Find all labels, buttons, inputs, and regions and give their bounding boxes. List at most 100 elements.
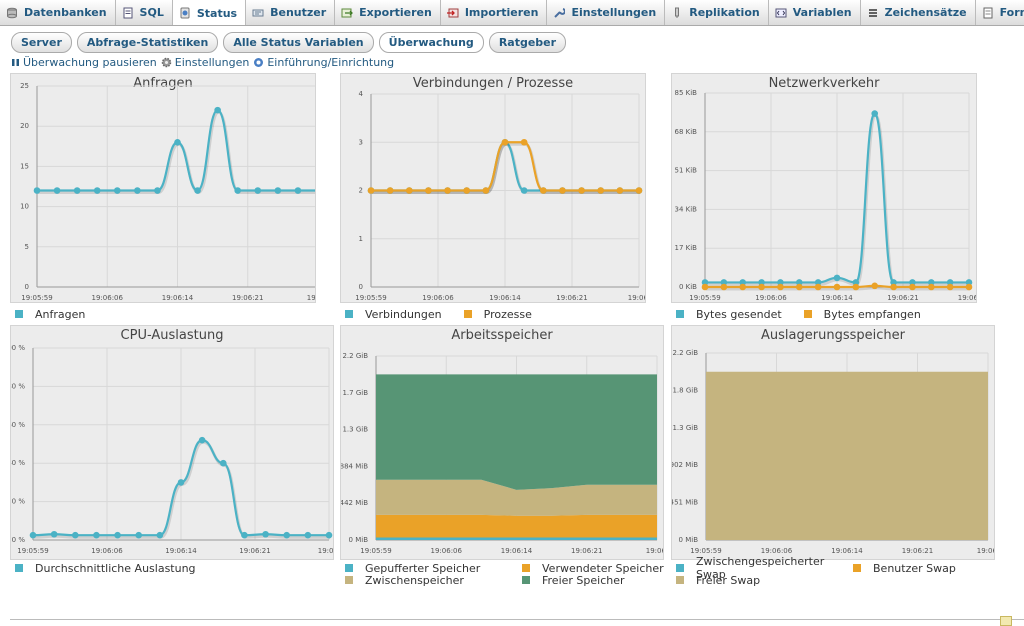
legend-item[interactable]: Gepufferter Speicher — [345, 562, 500, 575]
data-point[interactable] — [777, 279, 784, 286]
data-point[interactable] — [927, 279, 935, 286]
data-point[interactable] — [114, 531, 121, 539]
data-point[interactable] — [198, 436, 206, 444]
data-point[interactable] — [405, 187, 413, 194]
subtab-abfrage-statistiken[interactable]: Abfrage-Statistiken — [76, 32, 219, 53]
data-point[interactable] — [156, 531, 164, 539]
help-icon[interactable] — [253, 57, 264, 68]
data-point[interactable] — [93, 531, 100, 539]
data-point[interactable] — [890, 283, 897, 291]
data-point[interactable] — [739, 283, 747, 291]
intro-setup-link[interactable]: Einführung/Einrichtung — [267, 56, 395, 69]
data-point[interactable] — [795, 283, 803, 291]
data-point[interactable] — [520, 187, 528, 194]
data-point[interactable] — [946, 283, 954, 291]
settings-link[interactable]: Einstellungen — [174, 56, 250, 69]
legend-item[interactable]: Bytes empfangen — [803, 308, 921, 321]
tab-benutzer[interactable]: Benutzer — [246, 0, 336, 25]
data-point[interactable] — [833, 283, 841, 291]
data-point[interactable] — [294, 187, 302, 194]
data-point[interactable] — [758, 279, 765, 286]
pause-monitoring-link[interactable]: Überwachung pausieren — [23, 56, 157, 69]
data-point[interactable] — [946, 279, 954, 286]
data-point[interactable] — [304, 531, 312, 539]
data-point[interactable] — [852, 279, 860, 286]
data-point[interactable] — [219, 459, 227, 467]
tab-datenbanken[interactable]: Datenbanken — [0, 0, 116, 25]
data-point[interactable] — [425, 187, 432, 194]
data-point[interactable] — [113, 187, 121, 194]
legend-item[interactable]: Prozesse — [463, 308, 532, 321]
data-point[interactable] — [262, 530, 269, 538]
data-point[interactable] — [814, 283, 822, 291]
tab-replikation[interactable]: Replikation — [665, 0, 769, 25]
data-point[interactable] — [73, 187, 81, 194]
tab-zeichensätze[interactable]: Zeichensätze — [861, 0, 976, 25]
gear-icon[interactable] — [161, 57, 172, 68]
subtab-alle-status-variablen[interactable]: Alle Status Variablen — [223, 32, 374, 53]
tab-importieren[interactable]: Importieren — [441, 0, 548, 25]
data-point[interactable] — [214, 106, 221, 114]
data-point[interactable] — [871, 110, 879, 117]
data-point[interactable] — [71, 531, 79, 539]
data-point[interactable] — [909, 283, 916, 291]
data-point[interactable] — [965, 283, 973, 291]
data-point[interactable] — [463, 187, 471, 194]
tab-einstellungen[interactable]: Einstellungen — [547, 0, 666, 25]
data-point[interactable] — [154, 187, 161, 194]
data-point[interactable] — [833, 274, 841, 282]
console-icon[interactable] — [1000, 616, 1012, 626]
tab-variablen[interactable]: Variablen — [769, 0, 861, 25]
data-point[interactable] — [758, 283, 765, 291]
legend-item[interactable]: Freier Speicher — [522, 574, 625, 587]
data-point[interactable] — [597, 187, 605, 194]
data-point[interactable] — [50, 530, 58, 538]
data-point[interactable] — [795, 279, 803, 286]
tab-exportieren[interactable]: Exportieren — [335, 0, 441, 25]
legend-item[interactable]: Zwischengespeicherter Swap — [676, 555, 831, 581]
subtab-server[interactable]: Server — [11, 32, 72, 53]
pause-icon[interactable] — [11, 58, 20, 67]
data-point[interactable] — [520, 138, 528, 146]
data-point[interactable] — [720, 279, 728, 286]
legend-item[interactable]: Bytes gesendet — [676, 308, 782, 321]
data-point[interactable] — [616, 187, 624, 194]
data-point[interactable] — [174, 138, 181, 146]
data-point[interactable] — [852, 283, 860, 291]
data-point[interactable] — [444, 187, 451, 194]
data-point[interactable] — [367, 187, 375, 194]
data-point[interactable] — [909, 279, 916, 286]
data-point[interactable] — [29, 531, 37, 539]
data-point[interactable] — [53, 187, 61, 194]
data-point[interactable] — [177, 479, 185, 486]
subtab-ratgeber[interactable]: Ratgeber — [488, 32, 567, 53]
data-point[interactable] — [325, 531, 333, 539]
data-point[interactable] — [274, 187, 282, 194]
data-point[interactable] — [965, 279, 973, 286]
legend-item[interactable]: Zwischenspeicher — [345, 574, 500, 587]
data-point[interactable] — [194, 187, 201, 194]
data-point[interactable] — [93, 187, 101, 194]
data-point[interactable] — [814, 279, 822, 286]
subtab-überwachung[interactable]: Überwachung — [378, 32, 484, 53]
data-point[interactable] — [539, 187, 547, 194]
tab-formate[interactable]: Formate — [976, 0, 1024, 25]
data-point[interactable] — [701, 283, 709, 291]
data-point[interactable] — [701, 279, 709, 286]
tab-status[interactable]: Status — [172, 0, 247, 25]
data-point[interactable] — [927, 283, 935, 291]
data-point[interactable] — [501, 138, 509, 146]
legend-item[interactable]: Verbindungen — [345, 308, 442, 321]
data-point[interactable] — [386, 187, 394, 194]
legend-item[interactable]: Verwendeter Speicher — [522, 562, 664, 575]
data-point[interactable] — [234, 187, 242, 194]
legend-item[interactable]: Freier Swap — [676, 574, 831, 587]
data-point[interactable] — [720, 283, 728, 291]
data-point[interactable] — [33, 187, 41, 194]
data-point[interactable] — [635, 187, 643, 194]
data-point[interactable] — [871, 282, 879, 290]
data-point[interactable] — [578, 187, 585, 194]
data-point[interactable] — [890, 279, 897, 286]
data-point[interactable] — [739, 279, 747, 286]
data-point[interactable] — [254, 187, 262, 194]
